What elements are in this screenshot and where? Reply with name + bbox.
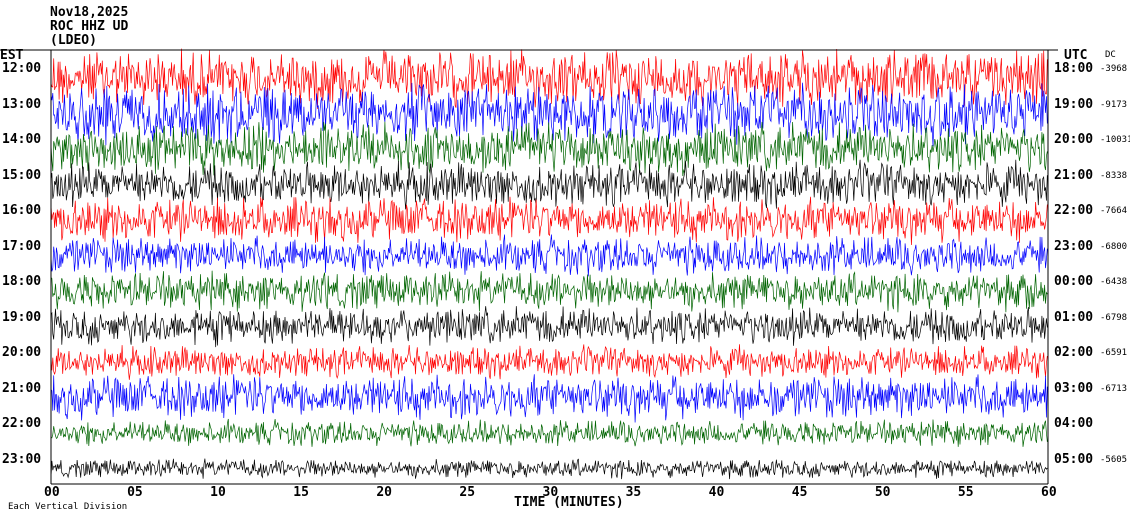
trace-1900 (50, 306, 1048, 348)
header-network: (LDEO) (50, 33, 97, 48)
x-tick-label: 45 (791, 485, 808, 500)
right-hour-tick: 21:00 (1054, 167, 1094, 183)
right-hour-tick: 02:00 (1054, 345, 1094, 360)
dc-offset-header: DC (1105, 50, 1116, 60)
x-tick-label: 40 (708, 485, 725, 500)
dc-offset-value: -5605 (1100, 454, 1128, 465)
left-hour-tick: 12:00 (2, 61, 42, 76)
header-date: Nov18,2025 (50, 5, 129, 20)
left-hour-tick: 16:00 (2, 203, 42, 218)
right-hour-tick: 01:00 (1054, 309, 1094, 325)
x-tick-label: 00 (44, 485, 60, 500)
dc-offset-value: -10031 (1100, 135, 1130, 145)
right-hour-tick: 23:00 (1054, 238, 1094, 254)
right-hour-tick: 19:00 (1054, 96, 1094, 112)
left-hour-tick: 13:00 (2, 96, 42, 112)
dc-offset-value: -6800 (1100, 241, 1128, 252)
x-tick-label: 15 (293, 485, 309, 500)
plot-frame (0, 49, 1058, 485)
dc-offset-value: -9173 (1100, 99, 1128, 110)
left-hour-tick: 17:00 (2, 238, 42, 254)
dc-offset-value: -8338 (1100, 170, 1128, 181)
right-hour-tick: 00:00 (1054, 274, 1094, 289)
x-tick-label: 55 (957, 485, 974, 500)
left-hour-tick: 18:00 (2, 274, 42, 289)
right-hour-tick: 20:00 (1054, 132, 1094, 147)
right-hour-tick: 04:00 (1054, 416, 1094, 431)
x-tick-label: 35 (625, 485, 642, 500)
x-axis-label: TIME (MINUTES) (514, 495, 624, 510)
dc-offset-value: -6438 (1100, 277, 1128, 287)
trace-2000 (50, 344, 1048, 380)
trace-1500 (50, 159, 1048, 210)
seismogram-traces (50, 48, 1048, 480)
trace-2100 (50, 374, 1048, 423)
trace-1300 (50, 82, 1048, 147)
x-tick-label: 50 (874, 485, 891, 500)
x-tick-label: 05 (127, 485, 143, 500)
left-hour-tick: 21:00 (2, 380, 42, 396)
left-hour-tick: 15:00 (2, 167, 42, 183)
right-hour-tick: 22:00 (1054, 203, 1094, 218)
dc-offset-value: -3968 (1100, 64, 1128, 74)
dc-offset-value: -6591 (1100, 348, 1128, 358)
dc-offset-value: -7664 (1100, 206, 1128, 216)
right-timezone-label: UTC (1064, 48, 1088, 63)
x-tick-label: 60 (1041, 485, 1057, 500)
footer-note: Each Vertical Division (8, 502, 128, 512)
left-hour-tick: 19:00 (2, 309, 42, 325)
left-hour-tick: 23:00 (2, 451, 42, 467)
left-timezone-label: EST (0, 48, 24, 63)
left-hour-tick: 14:00 (2, 132, 42, 147)
x-tick-label: 20 (376, 485, 392, 500)
right-hour-tick: 05:00 (1054, 451, 1094, 467)
left-hour-tick: 20:00 (2, 345, 42, 360)
trace-1200 (50, 48, 1048, 110)
header-station: ROC HHZ UD (50, 19, 129, 34)
right-hour-tick: 03:00 (1054, 380, 1094, 396)
dc-offset-value: -6798 (1100, 312, 1128, 323)
x-tick-label: 30 (542, 485, 559, 500)
dc-offset-value: -6713 (1100, 383, 1128, 394)
trace-1800 (50, 270, 1048, 313)
trace-2300 (50, 458, 1048, 480)
trace-1400 (50, 121, 1048, 177)
trace-2200 (50, 418, 1048, 447)
left-hour-tick: 22:00 (2, 416, 42, 431)
trace-1600 (50, 196, 1048, 246)
trace-1700 (50, 234, 1048, 277)
x-tick-label: 25 (459, 485, 476, 500)
right-hour-tick: 18:00 (1054, 61, 1094, 76)
x-tick-label: 10 (210, 485, 226, 500)
